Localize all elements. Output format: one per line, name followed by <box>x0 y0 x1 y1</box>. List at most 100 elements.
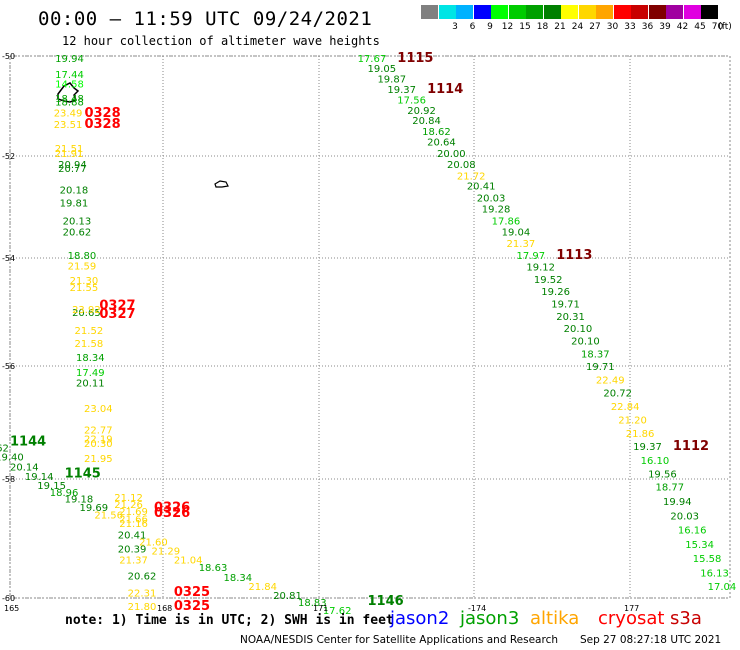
pass-time-label: 0326 <box>154 501 190 516</box>
wave-height-label: 14.58 <box>55 80 84 91</box>
wave-height-label: 21.56 <box>94 511 123 522</box>
color-scale-label: 33 <box>624 22 636 32</box>
wave-height-label: 20.30 <box>84 439 113 450</box>
wave-height-label: 20.84 <box>412 116 441 127</box>
wave-height-label: 19.71 <box>586 362 615 373</box>
color-scale-label: 9 <box>487 22 493 32</box>
wave-height-label: 20.03 <box>670 511 699 522</box>
wave-height-label: 19.94 <box>55 54 84 65</box>
wave-height-label: 21.29 <box>152 546 181 557</box>
wave-height-label: 19.94 <box>663 497 692 508</box>
wave-height-label: 21.59 <box>68 262 97 273</box>
color-swatch <box>631 5 648 19</box>
pass-time-label: 0325 <box>174 585 210 600</box>
page-subtitle: 12 hour collection of altimeter wave hei… <box>62 34 380 48</box>
pass-time-label: 0327 <box>99 307 135 322</box>
color-swatch <box>456 5 473 19</box>
color-swatch <box>578 5 596 19</box>
pass-time-label: 1146 <box>368 594 404 609</box>
wave-height-label: 23.51 <box>54 120 83 131</box>
lat-tick-label: -52 <box>2 152 15 161</box>
wave-height-label: 17.86 <box>492 216 521 227</box>
satellite-jason3: jason3 <box>460 608 520 629</box>
wave-height-label: 21.16 <box>119 519 148 530</box>
wave-height-label: 21.66 <box>119 514 148 525</box>
campbell-island <box>214 180 229 188</box>
footer-source: NOAA/NESDIS Center for Satellite Applica… <box>240 634 558 646</box>
color-scale-label: 42 <box>676 22 689 32</box>
pass-time-label: 1114 <box>427 82 463 97</box>
auckland-island <box>57 82 80 103</box>
wave-height-label: 18.62 <box>422 127 451 138</box>
wave-height-label: 20.77 <box>58 164 87 175</box>
wave-height-label: 19.71 <box>551 299 580 310</box>
wave-height-label: 18.83 <box>298 598 327 609</box>
lon-tick-label: -174 <box>468 604 486 613</box>
wave-height-label: 22.31 <box>128 589 157 600</box>
color-scale-label: 18 <box>536 22 549 32</box>
lon-tick-label: 165 <box>4 604 19 613</box>
color-swatch <box>648 5 666 19</box>
wave-height-label: 23.92 <box>72 305 101 316</box>
footnote: note: 1) Time is in UTC; 2) SWH is in fe… <box>65 613 394 628</box>
wave-height-label: 16.10 <box>641 456 670 467</box>
satellite-altika: altika <box>530 608 580 629</box>
wave-height-label: 18.88 <box>55 98 84 109</box>
wave-height-label: 21.12 <box>114 493 143 504</box>
wave-height-label: 22.19 <box>84 434 113 445</box>
wave-height-label: 20.18 <box>60 186 89 197</box>
wave-height-label: 22.77 <box>84 425 113 436</box>
wave-height-label: 19.69 <box>80 503 109 514</box>
wave-height-label: 20.62 <box>63 227 92 238</box>
wave-height-label: 21.69 <box>119 507 148 518</box>
lat-tick-label: -60 <box>2 594 15 603</box>
pass-time-label: 0325 <box>174 599 210 614</box>
wave-height-label: 21.30 <box>70 276 99 287</box>
wave-height-label: 21.95 <box>84 454 113 465</box>
wave-height-label: 20.72 <box>603 389 632 400</box>
wave-height-label: 19.37 <box>387 85 416 96</box>
wave-height-label: 21.51 <box>55 144 84 155</box>
wave-height-label: 19.56 <box>648 469 677 480</box>
wave-height-label: 21.20 <box>618 416 647 427</box>
wave-height-label: 21.37 <box>119 555 148 566</box>
lat-tick-label: -58 <box>2 475 15 484</box>
wave-height-label: 20.14 <box>10 463 39 474</box>
land-features <box>57 82 229 188</box>
color-scale-label: 45 <box>694 22 706 32</box>
wave-height-label: 19.12 <box>526 263 555 274</box>
wave-height-label: 19.52 <box>534 275 563 286</box>
wave-height-label: 20.31 <box>556 312 585 323</box>
lat-tick-label: -56 <box>2 362 15 371</box>
color-scale-label: 30 <box>606 22 619 32</box>
color-swatch <box>596 5 613 19</box>
wave-height-label: 22.49 <box>596 376 625 387</box>
color-swatch <box>491 5 508 19</box>
lon-tick-label: 171 <box>313 604 328 613</box>
pass-time-label: 1145 <box>65 466 101 481</box>
pass-time-label: 1113 <box>556 248 592 263</box>
wave-height-label: 20.65 <box>72 308 101 319</box>
wave-height-label: 20.81 <box>273 591 302 602</box>
pass-time-label: 1115 <box>397 51 433 66</box>
wave-height-label: 19.40 <box>0 452 24 463</box>
wave-height-label: 20.94 <box>58 160 87 171</box>
wave-height-label: 18.80 <box>68 251 97 262</box>
wave-height-label: 19.15 <box>37 481 66 492</box>
color-swatch <box>613 5 631 19</box>
wave-height-label: 20.92 <box>407 106 436 117</box>
wave-height-label: 20.10 <box>564 324 593 335</box>
wave-height-label: 20.62 <box>0 443 9 454</box>
color-swatch <box>473 5 491 19</box>
wave-height-label: 21.84 <box>248 582 277 593</box>
satellite-cryosat: cryosat <box>598 608 665 629</box>
wave-height-label: 20.62 <box>128 571 157 582</box>
wave-height-label: 21.80 <box>128 602 157 613</box>
color-scale-label: 24 <box>571 22 584 32</box>
wave-height-label: 21.04 <box>174 555 203 566</box>
wave-height-label: 21.55 <box>70 283 99 294</box>
wave-height-label: 15.34 <box>685 540 714 551</box>
pass-time-label: 1144 <box>10 435 46 450</box>
wave-height-label: 20.11 <box>76 378 105 389</box>
